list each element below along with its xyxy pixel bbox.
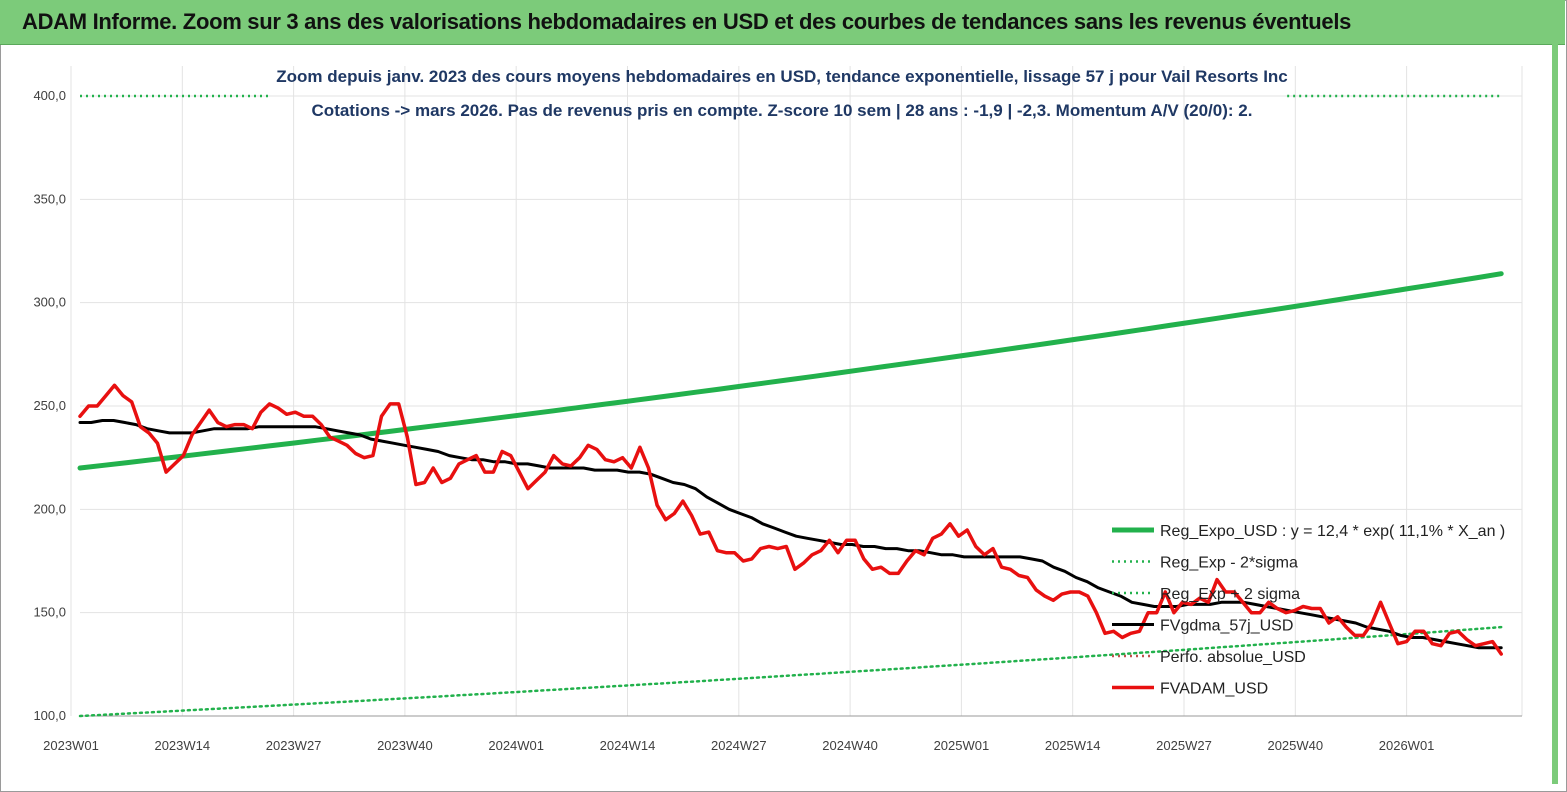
legend-label: FVADAM_USD (1160, 681, 1268, 698)
x-tick-label: 2025W14 (1045, 738, 1101, 753)
x-tick-label: 2023W27 (266, 738, 322, 753)
legend-label: FVgdma_57j_USD (1160, 618, 1293, 635)
series-line-5 (78, 383, 1503, 656)
chart-series (77, 94, 1504, 718)
chart-legend: Reg_Expo_USD : y = 12,4 * exp( 11,1% * X… (1112, 523, 1505, 698)
legend-label: Reg_Exp + 2 sigma (1160, 586, 1300, 603)
right-accent-bar (1552, 44, 1558, 784)
y-tick-label: 250,0 (33, 398, 66, 413)
x-tick-label: 2025W40 (1267, 738, 1323, 753)
series-line-1 (78, 625, 1503, 718)
x-tick-label: 2025W27 (1156, 738, 1212, 753)
x-tick-label: 2023W01 (43, 738, 99, 753)
y-tick-label: 100,0 (33, 708, 66, 723)
y-tick-label: 350,0 (33, 191, 66, 206)
legend-label: Perfo. absolue_USD (1160, 649, 1306, 666)
chart-gridlines (70, 66, 1523, 717)
x-tick-label: 2024W40 (822, 738, 878, 753)
x-tick-label: 2026W01 (1379, 738, 1435, 753)
chart-title: Zoom depuis janv. 2023 des cours moyens … (276, 67, 1288, 86)
x-tick-label: 2024W27 (711, 738, 767, 753)
legend-label: Reg_Exp - 2*sigma (1160, 555, 1298, 572)
y-tick-label: 200,0 (33, 501, 66, 516)
x-tick-label: 2025W01 (934, 738, 990, 753)
series-line-0 (77, 271, 1504, 471)
y-axis-ticks: 100,0 150,0 200,0 250,0 300,0 350,0 400,0 (33, 88, 66, 723)
legend-label: Reg_Expo_USD : y = 12,4 * exp( 11,1% * X… (1160, 523, 1505, 540)
x-axis-ticks: 2023W01 2023W14 2023W27 2023W40 2024W01 2024W… (43, 738, 1434, 753)
x-tick-label: 2024W01 (488, 738, 544, 753)
chart-subtitle: Cotations -> mars 2026. Pas de revenus p… (312, 101, 1253, 120)
x-tick-label: 2023W40 (377, 738, 433, 753)
report-title: ADAM Informe. Zoom sur 3 ans des valoris… (22, 9, 1352, 34)
y-tick-label: 300,0 (33, 295, 66, 310)
report-banner: ADAM Informe. Zoom sur 3 ans des valoris… (0, 0, 1565, 45)
y-tick-label: 150,0 (33, 605, 66, 620)
x-tick-label: 2023W14 (154, 738, 210, 753)
x-tick-label: 2024W14 (600, 738, 656, 753)
y-tick-label: 400,0 (33, 88, 66, 103)
